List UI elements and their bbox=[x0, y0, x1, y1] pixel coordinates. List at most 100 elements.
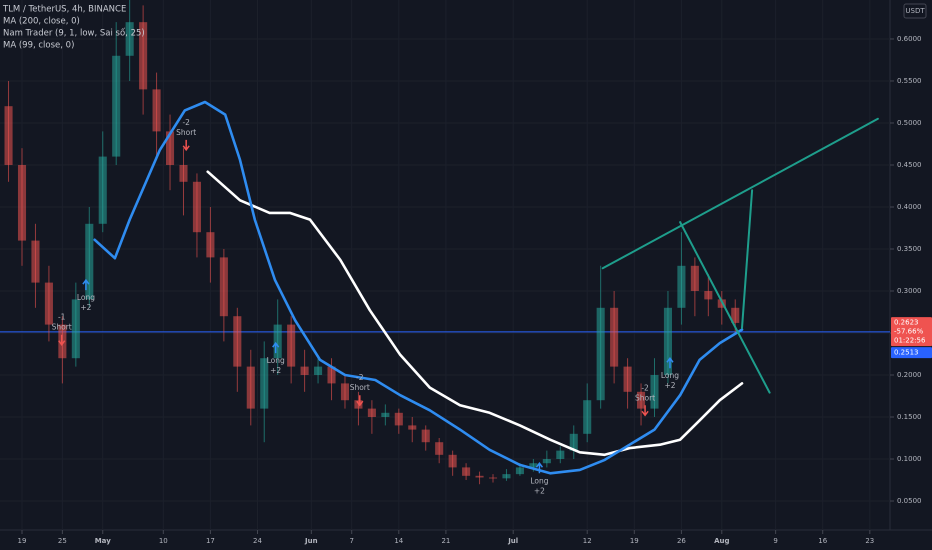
signal-count: -2 bbox=[356, 373, 364, 382]
currency-box[interactable] bbox=[903, 3, 927, 19]
candle-body bbox=[569, 433, 578, 451]
candle-body bbox=[179, 164, 188, 182]
price-label: 0.2623 bbox=[894, 319, 919, 327]
signal-label: Short bbox=[635, 393, 655, 402]
price-label-extra: 01:22:56 bbox=[894, 337, 926, 345]
candle-body bbox=[260, 358, 269, 409]
x-tick-label: 16 bbox=[818, 537, 827, 545]
candle-body bbox=[367, 408, 376, 418]
x-tick-label: May bbox=[95, 537, 111, 545]
signal-arrow bbox=[356, 395, 364, 407]
candle-body bbox=[731, 307, 740, 323]
candle-body bbox=[421, 429, 430, 443]
signal-label: Long bbox=[267, 356, 285, 365]
candle-body bbox=[690, 265, 699, 292]
candle-body bbox=[623, 366, 632, 392]
candle-body bbox=[556, 450, 565, 460]
candle-body bbox=[314, 366, 323, 376]
candle-body bbox=[408, 425, 417, 430]
x-tick-label: 9 bbox=[773, 537, 777, 545]
signal-arrow bbox=[58, 334, 66, 346]
price-label-extra: -57.66% bbox=[894, 328, 924, 336]
candle-body bbox=[287, 324, 296, 367]
candle-body bbox=[112, 55, 121, 157]
trend-line bbox=[741, 189, 754, 329]
price-label-box bbox=[891, 317, 932, 347]
x-tick-label: 17 bbox=[206, 537, 215, 545]
candle-body bbox=[488, 477, 498, 479]
candle-body bbox=[206, 232, 215, 258]
signal-arrow bbox=[535, 462, 544, 474]
signal-count: -1 bbox=[58, 313, 66, 322]
candle-body bbox=[583, 400, 592, 434]
legend-entry: MA (200, close, 0) bbox=[3, 17, 80, 27]
x-tick-label: 19 bbox=[18, 537, 27, 545]
candle-body bbox=[85, 223, 94, 300]
candle-body bbox=[17, 164, 27, 241]
trend-line bbox=[679, 221, 771, 394]
x-tick-label: 10 bbox=[159, 537, 168, 545]
signal-label: Short bbox=[176, 128, 196, 137]
header: TLM / TetherUS, 4h, BINANCE MA (200, clo… bbox=[2, 5, 145, 51]
trend-line bbox=[601, 117, 879, 270]
price-label-box bbox=[891, 347, 932, 359]
signal-label: Long bbox=[530, 476, 548, 485]
candle-body bbox=[44, 282, 53, 325]
candle-body bbox=[663, 307, 672, 376]
signal-arrow bbox=[666, 356, 674, 369]
candle-body bbox=[394, 412, 403, 426]
currency[interactable]: USDT bbox=[905, 7, 925, 15]
y-tick-label: 0.1500 bbox=[897, 413, 922, 421]
candle-body bbox=[448, 454, 457, 468]
x-tick-label: 21 bbox=[441, 537, 450, 545]
x-tick-label: 24 bbox=[253, 537, 262, 545]
signal-count: -2 bbox=[182, 118, 190, 127]
chart-title: TLM / TetherUS, 4h, BINANCE bbox=[2, 5, 126, 15]
candle-body bbox=[502, 474, 511, 479]
candle-body bbox=[300, 366, 309, 376]
candle-body bbox=[219, 257, 228, 317]
candle-body bbox=[246, 366, 255, 409]
x-tick-label: Jul bbox=[507, 537, 518, 545]
y-tick-label: 0.0500 bbox=[897, 497, 922, 505]
candle-body bbox=[610, 307, 619, 367]
candle-body bbox=[4, 106, 13, 165]
x-tick-label: 7 bbox=[349, 537, 353, 545]
candle-body bbox=[475, 475, 484, 478]
candle-body bbox=[529, 463, 538, 468]
candle-body bbox=[125, 22, 134, 56]
candle-body bbox=[435, 442, 444, 455]
y-tick-label: 0.6000 bbox=[897, 35, 922, 43]
candle-body bbox=[637, 391, 646, 409]
y-tick-label: 0.4500 bbox=[897, 161, 922, 169]
price-label: 0.2513 bbox=[894, 349, 919, 357]
indicator-name: Nam Trader (9, 1, low, Sai số, 25) bbox=[3, 28, 145, 39]
candle-body bbox=[233, 316, 242, 367]
signal-count: +2 bbox=[80, 303, 91, 312]
candle-body bbox=[327, 366, 336, 384]
signal-label: Long bbox=[77, 293, 95, 302]
y-tick-label: 0.1000 bbox=[897, 455, 922, 463]
candle-body bbox=[704, 291, 713, 300]
candle-body bbox=[31, 240, 40, 283]
signal-arrow bbox=[272, 341, 280, 354]
candle-body bbox=[139, 22, 148, 90]
signal-count: -2 bbox=[641, 383, 649, 392]
candle-body bbox=[71, 299, 80, 359]
candle-body bbox=[462, 467, 471, 476]
x-tick-label: 23 bbox=[865, 537, 874, 545]
candle-body bbox=[542, 459, 551, 464]
axes: 0.05000.10000.15000.20000.25000.30000.35… bbox=[18, 35, 932, 545]
candle-body bbox=[515, 467, 524, 475]
y-tick-label: 0.2000 bbox=[897, 371, 922, 379]
candle-body bbox=[165, 131, 175, 165]
legend-entry: MA (99, close, 0) bbox=[3, 41, 74, 51]
signal-count: +2 bbox=[270, 366, 281, 375]
candle-body bbox=[192, 181, 201, 233]
candle-body bbox=[340, 383, 350, 401]
candle-body bbox=[273, 324, 282, 359]
x-tick-label: 26 bbox=[677, 537, 686, 545]
